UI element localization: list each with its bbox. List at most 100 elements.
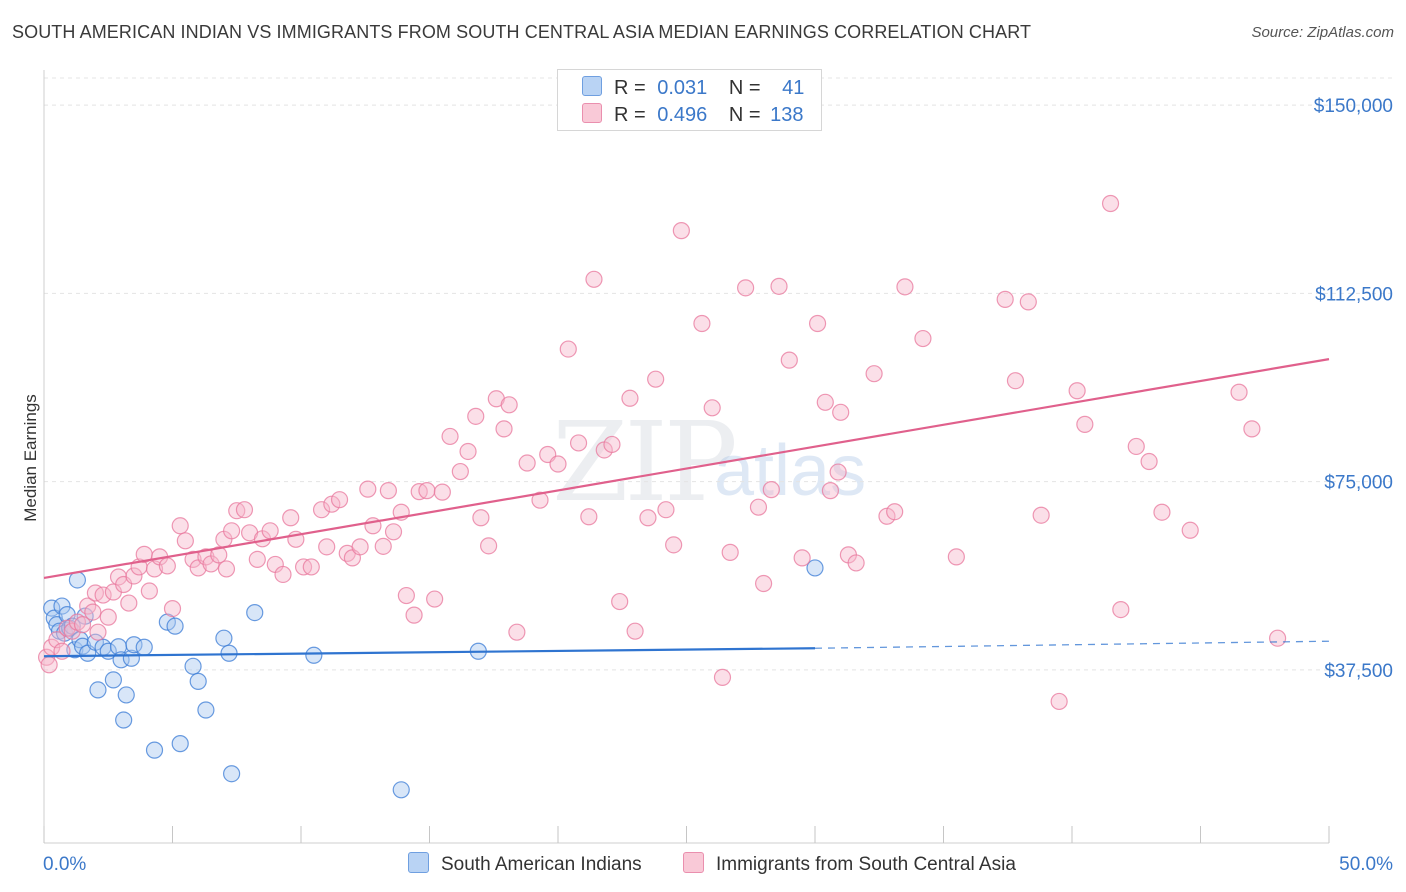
blue-point-29 xyxy=(166,617,184,635)
pink-point-134 xyxy=(1243,420,1261,438)
pink-point-1 xyxy=(40,656,58,674)
legend-n-label-pink: N = xyxy=(728,104,761,126)
bottom-legend-label-blue: South American Indians xyxy=(441,854,642,875)
pink-point-121 xyxy=(1006,372,1025,390)
pink-point-75 xyxy=(495,420,513,438)
blue-point-22 xyxy=(115,711,133,729)
pink-point-44 xyxy=(274,565,292,584)
pink-point-26 xyxy=(163,599,182,618)
pink-point-71 xyxy=(467,407,485,425)
pink-point-95 xyxy=(672,222,690,240)
correlation-legend: R = 0.031 N = 41 R = 0.496 N = 138 xyxy=(557,69,822,131)
pink-point-14 xyxy=(99,608,117,626)
pink-point-69 xyxy=(451,462,469,481)
pink-point-77 xyxy=(508,623,526,641)
legend-r-label-pink: R = xyxy=(614,104,646,126)
pink-point-131 xyxy=(1153,503,1171,521)
legend-swatch-blue xyxy=(582,76,602,96)
pink-point-78 xyxy=(518,454,536,472)
pink-point-106 xyxy=(793,549,811,567)
pink-point-99 xyxy=(721,543,739,561)
pink-point-12 xyxy=(89,623,107,641)
pink-point-50 xyxy=(318,538,336,556)
blue-point-37 xyxy=(246,604,264,622)
pink-point-89 xyxy=(621,389,639,407)
pink-point-10 xyxy=(84,603,102,621)
pink-point-48 xyxy=(302,558,320,576)
blue-point-32 xyxy=(189,672,207,690)
pink-point-108 xyxy=(816,393,834,411)
pink-point-63 xyxy=(405,606,423,624)
blue-point-31 xyxy=(184,657,202,675)
pink-point-72 xyxy=(472,509,490,527)
pink-point-52 xyxy=(330,491,349,509)
legend-row-pink: R = 0.496 N = 138 xyxy=(582,103,804,127)
pink-point-109 xyxy=(821,482,840,500)
pink-point-102 xyxy=(754,574,773,593)
legend-swatch-pink xyxy=(582,103,602,123)
y-tick-label-2: $112,500 xyxy=(1315,284,1393,305)
pink-point-110 xyxy=(829,463,847,481)
bottom-legend-item-pink: Immigrants from South Central Asia xyxy=(683,852,1016,876)
pink-point-28 xyxy=(176,532,194,550)
points-layer xyxy=(37,194,1287,799)
pink-point-62 xyxy=(397,586,415,605)
pink-point-84 xyxy=(580,508,598,526)
blue-point-16 xyxy=(89,681,107,699)
pink-point-25 xyxy=(158,557,176,575)
pink-point-82 xyxy=(559,340,577,358)
pink-point-36 xyxy=(223,522,241,540)
pink-point-114 xyxy=(865,365,883,383)
blue-point-38 xyxy=(305,646,323,664)
legend-r-value-pink: 0.496 xyxy=(657,104,708,126)
pink-point-70 xyxy=(459,442,477,461)
pink-point-97 xyxy=(703,399,721,417)
pink-point-122 xyxy=(1019,293,1037,311)
pink-point-128 xyxy=(1112,600,1130,619)
pink-point-132 xyxy=(1181,521,1199,539)
blue-point-27 xyxy=(145,741,164,759)
pink-point-79 xyxy=(531,491,549,509)
blue-point-19 xyxy=(104,671,122,689)
pink-point-123 xyxy=(1032,506,1050,524)
pink-point-18 xyxy=(120,594,138,612)
pink-point-22 xyxy=(140,582,158,600)
chart-source: Source: ZipAtlas.com xyxy=(1251,24,1394,41)
legend-row-blue: R = 0.031 N = 41 xyxy=(582,76,804,100)
pink-point-135 xyxy=(1268,629,1287,647)
pink-point-35 xyxy=(217,560,236,578)
pink-point-67 xyxy=(433,483,451,501)
pink-point-101 xyxy=(749,498,768,516)
pink-point-55 xyxy=(351,538,369,556)
blue-point-4 xyxy=(53,597,71,615)
grid-layer xyxy=(44,77,1395,671)
pink-point-49 xyxy=(312,501,331,519)
pink-point-29 xyxy=(184,550,202,568)
blue-point-39 xyxy=(392,781,410,799)
pink-point-107 xyxy=(808,314,827,333)
pink-point-90 xyxy=(626,622,644,640)
bottom-legend-label-pink: Immigrants from South Central Asia xyxy=(716,854,1016,875)
blue-point-30 xyxy=(171,735,189,753)
y-axis-label: Median Earnings xyxy=(21,394,40,522)
pink-point-27 xyxy=(171,517,189,535)
pink-point-83 xyxy=(569,434,588,452)
pink-point-19 xyxy=(125,567,143,585)
legend-n-value-blue: 41 xyxy=(782,77,805,99)
pink-point-85 xyxy=(585,270,603,288)
pink-point-94 xyxy=(665,536,683,554)
bottom-legend-swatch-blue xyxy=(408,852,429,873)
legend-r-label-blue: R = xyxy=(614,77,646,99)
pink-point-42 xyxy=(261,522,279,540)
pink-point-126 xyxy=(1076,415,1094,433)
pink-point-129 xyxy=(1127,437,1145,456)
pink-point-98 xyxy=(713,668,732,686)
pink-point-81 xyxy=(549,455,567,473)
trend-layer xyxy=(43,358,1330,658)
legend-n-value-pink: 138 xyxy=(770,104,804,126)
pink-point-105 xyxy=(780,351,798,369)
y-tick-label-1: $75,000 xyxy=(1324,473,1393,494)
pink-point-88 xyxy=(611,592,629,611)
pink-point-38 xyxy=(235,501,254,519)
